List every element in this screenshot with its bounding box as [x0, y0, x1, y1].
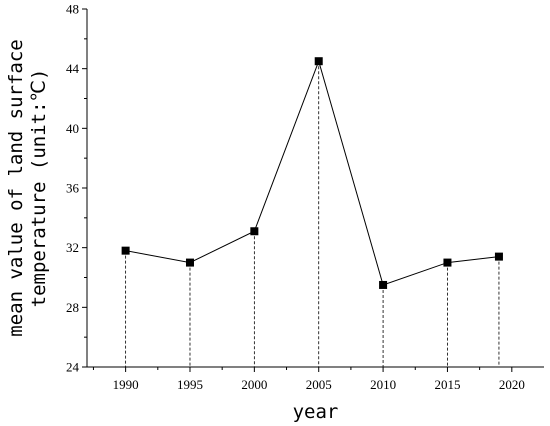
y-tick-label: 48	[66, 2, 79, 17]
data-markers	[121, 57, 503, 289]
x-ticks: 1990 1995 2000 2005 2010 2015 2020	[92, 367, 525, 392]
data-point	[443, 258, 452, 267]
x-tick-label: 2020	[499, 377, 525, 392]
x-axis-label: year	[293, 401, 339, 423]
x-tick-label: 1990	[113, 377, 139, 392]
data-point	[314, 57, 323, 66]
data-point	[185, 258, 194, 267]
x-tick-label: 2015	[434, 377, 460, 392]
y-tick-label: 24	[66, 360, 80, 375]
data-point	[379, 280, 388, 289]
series-line	[125, 59, 500, 286]
x-tick-label: 2000	[241, 377, 267, 392]
x-tick-label: 2010	[370, 377, 396, 392]
x-tick-label: 2005	[306, 377, 332, 392]
y-axis-label-line-1: mean value of land surface	[5, 39, 27, 336]
x-tick-label: 1995	[177, 377, 203, 392]
y-axis-label-line-2: temperature (unit:℃)	[28, 69, 50, 308]
y-tick-label: 28	[66, 300, 79, 315]
data-point	[250, 227, 259, 236]
y-tick-label: 32	[66, 240, 79, 255]
drop-lines	[125, 61, 500, 367]
y-axis-label: mean value of land surface temperature (…	[5, 39, 50, 336]
y-tick-label: 40	[66, 121, 79, 136]
y-tick-label: 44	[66, 61, 80, 76]
y-tick-label: 36	[66, 181, 80, 196]
y-ticks: 24 28 32 36 40 44 48	[66, 2, 87, 375]
data-point	[121, 246, 130, 255]
data-point	[494, 252, 503, 261]
